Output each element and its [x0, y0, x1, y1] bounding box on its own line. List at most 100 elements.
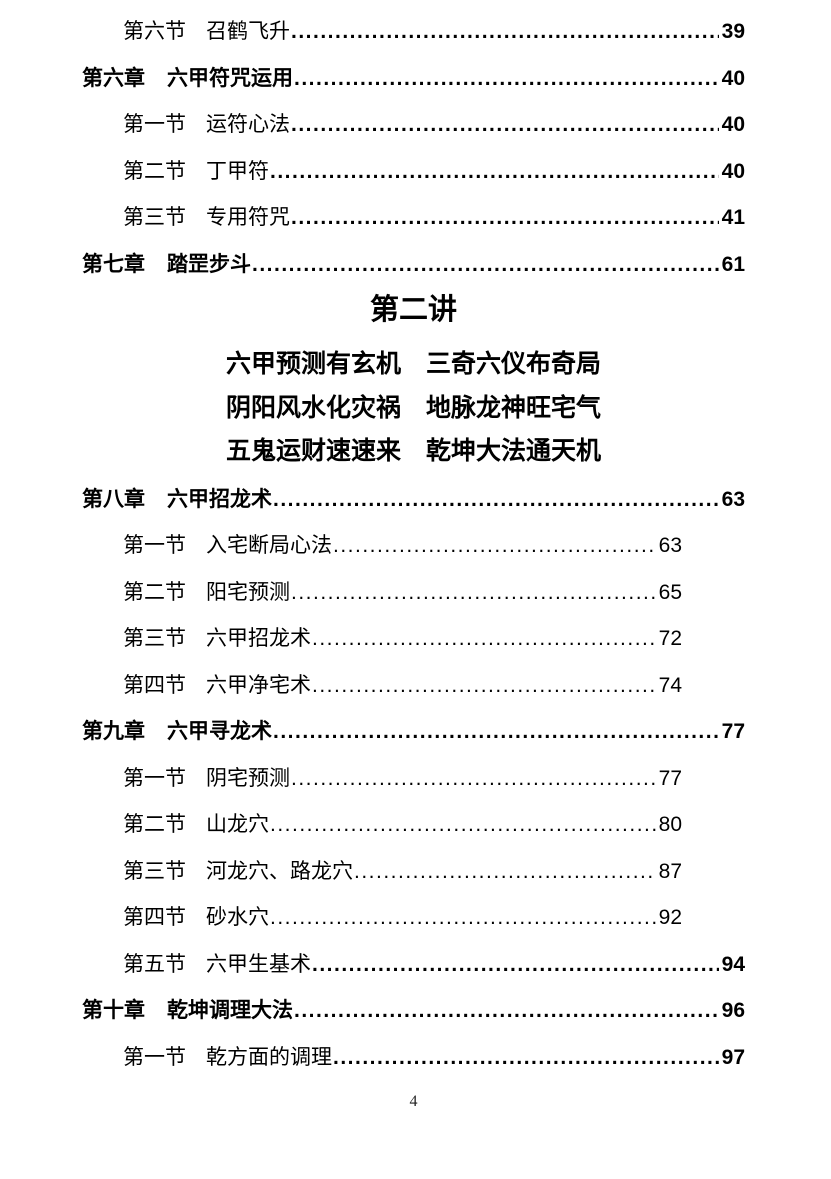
toc-entry[interactable]: 第四节 六甲净宅术................................…: [82, 662, 682, 709]
toc-entry-label: 第一节: [123, 113, 186, 136]
toc-dot-leader: ........................................…: [273, 487, 745, 511]
toc-bottom-block: 第八章 六甲招龙术................................…: [82, 476, 745, 1081]
toc-entry-title: 乾坤调理大法: [167, 999, 293, 1022]
toc-entry-title: 运符心法: [206, 113, 290, 136]
couplet-line: 阴阳风水化灾祸 地脉龙神旺宅气: [225, 393, 601, 422]
toc-entry[interactable]: 第二节 阳宅预测.................................…: [82, 569, 682, 616]
toc-page-number: 39: [718, 9, 745, 56]
toc-entry-label: 第二节: [123, 813, 186, 836]
toc-entry[interactable]: 第三节 河龙穴、路龙穴..............................…: [82, 848, 682, 895]
toc-top-block: 第六节 召鹤飞升.................................…: [82, 9, 745, 288]
toc-dot-leader: ........................................…: [291, 20, 745, 43]
toc-page-number: 72: [655, 616, 682, 663]
toc-entry-label: 第一节: [123, 766, 186, 790]
toc-entry-title: 六甲净宅术: [206, 673, 311, 697]
toc-page-number: 40: [718, 102, 745, 149]
toc-page-number: 77: [718, 709, 745, 756]
toc-entry-title: 召鹤飞升: [206, 20, 290, 43]
toc-entry-label: 第二节: [123, 580, 186, 604]
toc-entry-label: 第六节: [123, 20, 186, 43]
toc-page-number: 65: [655, 569, 682, 616]
toc-page-number: 80: [655, 802, 682, 849]
toc-dot-leader: ........................................…: [333, 1045, 745, 1069]
couplet-line: 六甲预测有玄机 三奇六仪布奇局: [225, 350, 601, 378]
toc-dot-leader: ........................................…: [270, 159, 745, 183]
toc-dot-leader: ........................................…: [333, 534, 682, 557]
toc-entry[interactable]: 第一节 阴宅预测.................................…: [82, 755, 682, 802]
toc-entry-label: 第二节: [123, 159, 186, 183]
lecture-heading-block: 第二讲 六甲预测有玄机 三奇六仪布奇局 阴阳风水化灾祸 地脉龙神旺宅气 五鬼运财…: [82, 288, 745, 474]
toc-dot-leader: ........................................…: [312, 673, 682, 697]
toc-entry[interactable]: 第一节 乾方面的调理...............................…: [82, 1034, 745, 1081]
toc-dot-leader: ........................................…: [273, 720, 745, 743]
toc-page-number: 94: [718, 941, 745, 988]
toc-dot-leader: ........................................…: [291, 766, 682, 790]
toc-page-number: 92: [655, 895, 682, 942]
toc-entry-title: 专用符咒: [206, 206, 290, 229]
toc-entry-title: 丁甲符: [206, 159, 269, 183]
toc-entry-title: 六甲招龙术: [206, 627, 311, 650]
toc-entry-title: 砂水穴: [206, 906, 269, 929]
toc-entry[interactable]: 第六章 六甲符咒运用...............................…: [82, 55, 745, 102]
toc-page-number: 63: [655, 523, 682, 570]
toc-page-number: 40: [718, 55, 745, 102]
toc-entry-title: 踏罡步斗: [167, 252, 251, 276]
lecture-title: 第二讲: [369, 294, 457, 326]
toc-dot-leader: ........................................…: [294, 999, 745, 1022]
toc-entry-label: 第七章: [82, 252, 145, 276]
toc-entry[interactable]: 第九章 六甲寻龙术................................…: [82, 709, 745, 756]
toc-dot-leader: ........................................…: [312, 627, 682, 650]
toc-entry-label: 第十章: [82, 999, 145, 1022]
toc-entry[interactable]: 第十章 乾坤调理大法...............................…: [82, 988, 745, 1035]
toc-entry-label: 第四节: [123, 673, 186, 697]
toc-dot-leader: ........................................…: [312, 952, 745, 976]
toc-dot-leader: ........................................…: [291, 206, 745, 229]
toc-entry-label: 第一节: [123, 1045, 186, 1069]
couplet-line: 五鬼运财速速来 乾坤大法通天机: [225, 437, 601, 465]
toc-page-number: 96: [718, 988, 745, 1035]
toc-entry-title: 阳宅预测: [206, 580, 290, 604]
toc-dot-leader: ........................................…: [270, 813, 682, 836]
toc-dot-leader: ........................................…: [291, 113, 745, 136]
toc-entry-label: 第三节: [123, 627, 186, 650]
toc-entry-title: 入宅断局心法: [206, 534, 332, 557]
toc-entry[interactable]: 第三节 专用符咒.................................…: [82, 195, 745, 242]
toc-page-number: 61: [718, 241, 745, 288]
toc-entry-title: 乾方面的调理: [206, 1045, 332, 1069]
toc-entry-label: 第四节: [123, 906, 186, 929]
toc-entry-title: 六甲寻龙术: [167, 720, 272, 743]
toc-dot-leader: ........................................…: [270, 906, 682, 929]
toc-entry-label: 第一节: [123, 534, 186, 557]
toc-entry-label: 第九章: [82, 720, 145, 743]
toc-dot-leader: ........................................…: [252, 252, 745, 276]
toc-entry[interactable]: 第八章 六甲招龙术................................…: [82, 476, 745, 523]
toc-dot-leader: ........................................…: [291, 580, 682, 604]
toc-page-number: 74: [655, 662, 682, 709]
toc-entry[interactable]: 第二节 山龙穴..................................…: [82, 802, 682, 849]
toc-entry-title: 六甲招龙术: [167, 487, 272, 511]
toc-entry[interactable]: 第四节 砂水穴..................................…: [82, 895, 682, 942]
toc-page-number: 41: [718, 195, 745, 242]
toc-entry-title: 河龙穴、路龙穴: [206, 859, 353, 883]
toc-entry[interactable]: 第五节 六甲生基术................................…: [82, 941, 745, 988]
toc-entry-label: 第八章: [82, 487, 145, 511]
toc-entry-label: 第六章: [82, 66, 145, 90]
toc-entry-title: 阴宅预测: [206, 766, 290, 790]
toc-entry-label: 第五节: [123, 952, 186, 976]
toc-dot-leader: ........................................…: [294, 66, 745, 90]
toc-page-number: 77: [655, 755, 682, 802]
toc-entry-title: 六甲符咒运用: [167, 66, 293, 90]
footer-page-number: 4: [409, 1093, 418, 1110]
toc-entry[interactable]: 第一节 运符心法.................................…: [82, 102, 745, 149]
toc-dot-leader: ........................................…: [354, 859, 682, 883]
toc-page-number: 63: [718, 476, 745, 523]
toc-entry-label: 第三节: [123, 859, 186, 883]
toc-entry[interactable]: 第三节 六甲招龙术................................…: [82, 616, 682, 663]
toc-entry[interactable]: 第一节 入宅断局心法...............................…: [82, 523, 682, 570]
toc-page-number: 87: [655, 848, 682, 895]
toc-entry[interactable]: 第六节 召鹤飞升.................................…: [82, 9, 745, 56]
toc-entry[interactable]: 第二节 丁甲符..................................…: [82, 148, 745, 195]
toc-entry[interactable]: 第七章 踏罡步斗.................................…: [82, 241, 745, 288]
